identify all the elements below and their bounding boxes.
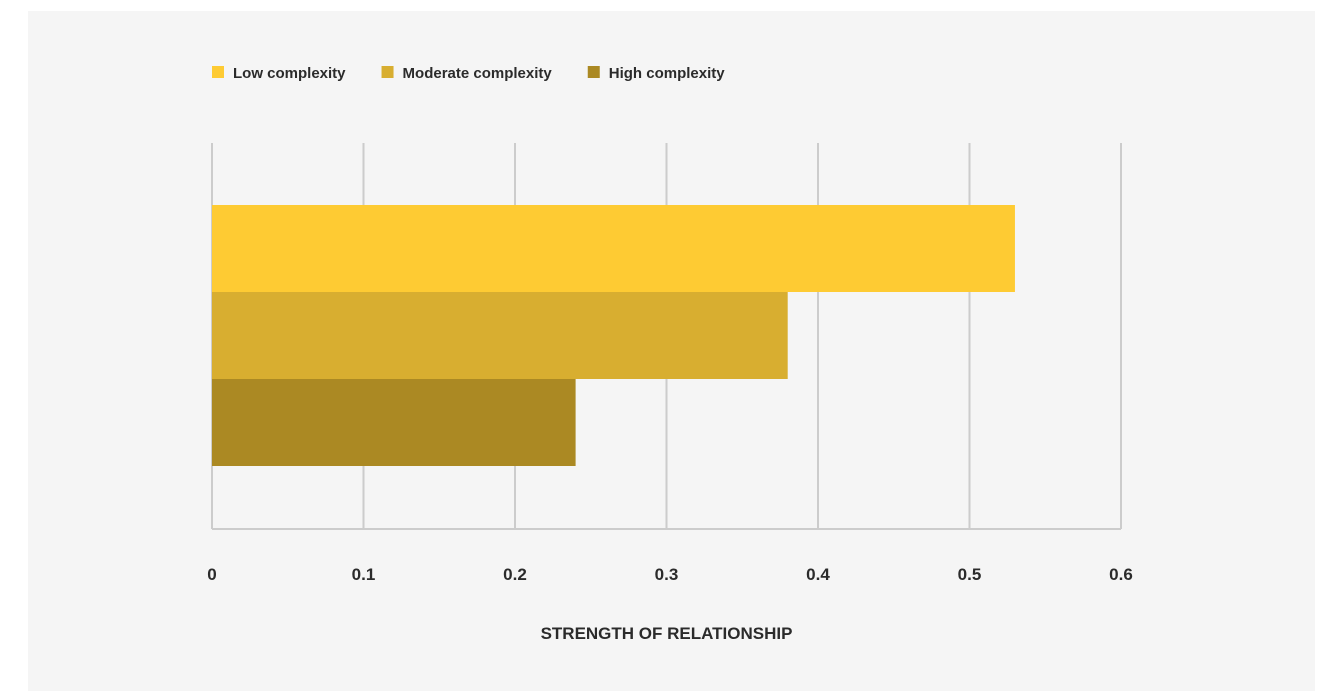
legend: Low complexity Moderate complexity High co… xyxy=(212,65,725,82)
x-tick-label: 0.1 xyxy=(352,565,376,584)
bars xyxy=(212,205,1015,466)
x-tick-label: 0.4 xyxy=(806,565,830,584)
legend-swatch xyxy=(587,66,600,78)
x-tick-label: 0.2 xyxy=(503,565,527,584)
legend-label: Moderate complexity xyxy=(403,65,553,82)
x-tick-label: 0.6 xyxy=(1109,565,1133,584)
legend-swatch xyxy=(212,66,224,78)
x-axis-title: STRENGTH OF RELATIONSHIP xyxy=(541,624,793,643)
bar-high-complexity xyxy=(212,379,576,466)
x-tick-label: 0.3 xyxy=(655,565,679,584)
x-tick-labels: 0 0.1 0.2 0.3 0.4 0.5 0.6 xyxy=(207,565,1133,584)
bar-moderate-complexity xyxy=(212,292,788,379)
legend-label: High complexity xyxy=(609,65,726,82)
legend-item: High complexity xyxy=(587,65,726,82)
legend-item: Low complexity xyxy=(212,65,346,82)
legend-swatch xyxy=(381,66,394,78)
legend-item: Moderate complexity xyxy=(381,65,553,82)
bar-low-complexity xyxy=(212,205,1015,292)
x-tick-label: 0.5 xyxy=(958,565,982,584)
legend-label: Low complexity xyxy=(233,65,346,82)
x-tick-label: 0 xyxy=(207,565,216,584)
